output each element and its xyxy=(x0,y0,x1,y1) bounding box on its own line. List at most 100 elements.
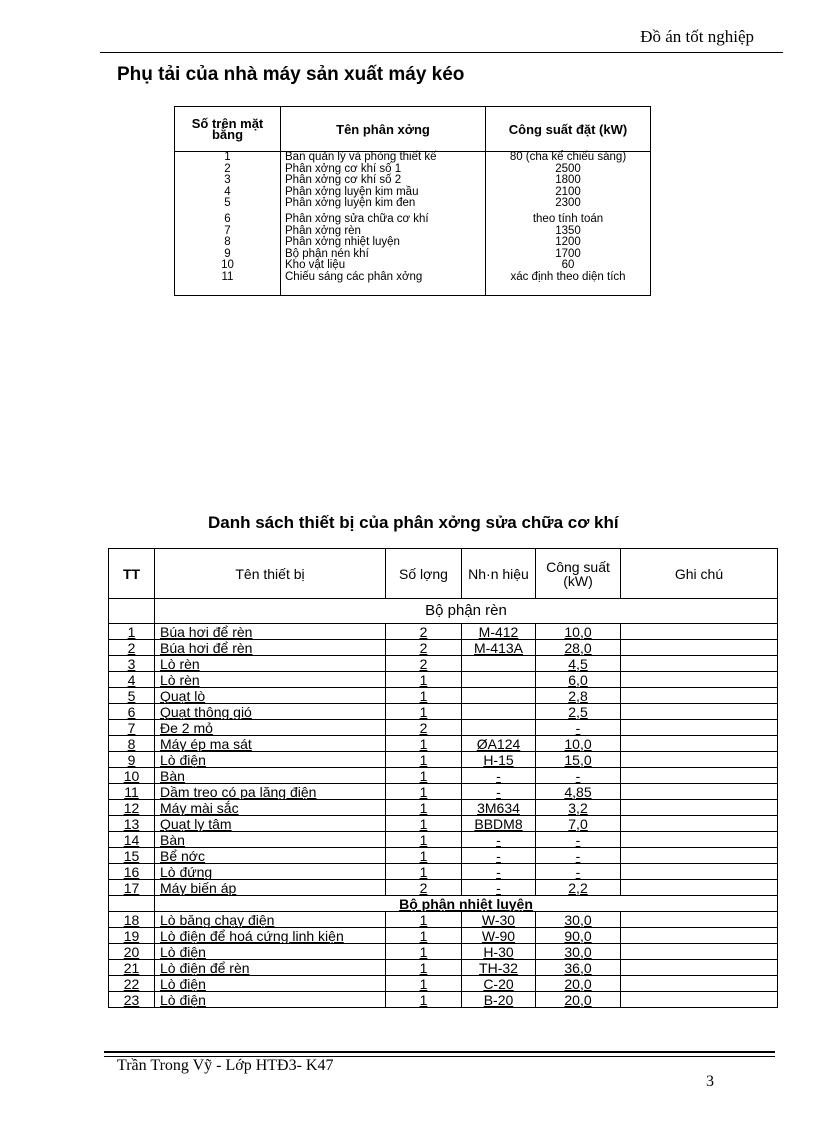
table-cell xyxy=(620,943,778,960)
table-row: 23 Lò điện 1 B-20 20,0 xyxy=(108,991,778,1008)
table-cell: 8 xyxy=(174,236,281,249)
table-row: 4 Phân xởng luyện kim mầu 2100 xyxy=(174,186,651,198)
table-cell: ØA124 xyxy=(461,735,536,752)
table-cell xyxy=(620,815,778,832)
table-cell: 4,85 xyxy=(535,783,621,800)
col-header: Ghi chú xyxy=(620,548,778,599)
table-cell: xác định theo diện tích xyxy=(485,271,651,283)
table-cell: Phân xởng nhiệt luyện xyxy=(280,236,486,249)
section1-title: Phụ tải của nhà máy sản xuất máy kéo xyxy=(117,64,465,85)
table-cell: 4,5 xyxy=(535,655,621,672)
table-cell: 1 xyxy=(385,815,462,832)
table-row: 10 Kho vật liệu 60 xyxy=(174,259,651,272)
table-row: 20 Lò điện 1 H-30 30,0 xyxy=(108,943,778,960)
table-cell: 2,5 xyxy=(535,703,621,720)
table-row: 19 Lò điện để hoá cứng linh kiện 1 W-90 90,0 xyxy=(108,927,778,944)
table-row: 7 Đe 2 mỏ 2 - xyxy=(108,719,778,736)
table-cell: 1350 xyxy=(485,225,651,237)
table-cell: 1 xyxy=(385,703,462,720)
table-cell: 7 xyxy=(174,225,281,237)
table-cell: Phân xởng rèn xyxy=(280,225,486,237)
table-cell xyxy=(461,671,536,688)
group-row: Bộ phận rèn xyxy=(108,598,778,624)
table-cell: 2,2 xyxy=(535,879,621,896)
table-row: 12 Máy mài sắc 1 3M634 3,2 xyxy=(108,799,778,816)
col-header: Tên thiết bị xyxy=(154,548,386,599)
table-cell: Lò băng chạy điện xyxy=(154,911,386,928)
table-cell: Máy mài sắc xyxy=(154,799,386,816)
table-cell: - xyxy=(461,879,536,896)
table-cell: 1700 xyxy=(485,248,651,260)
table-cell: Phân xởng luyện kim đen xyxy=(280,197,486,210)
table-cell: C-20 xyxy=(461,975,536,992)
table-cell: 1 xyxy=(385,767,462,784)
table-cell: Búa hơi để rèn xyxy=(154,623,386,640)
table-cell xyxy=(620,735,778,752)
table-cell: Lò rèn xyxy=(154,655,386,672)
table-cell: 20,0 xyxy=(535,975,621,992)
table-cell: 1800 xyxy=(485,174,651,187)
table-row: 6 Phân xởng sửa chữa cơ khí theo tính toán xyxy=(174,209,651,226)
table-cell: theo tính toán xyxy=(485,209,651,226)
table-cell xyxy=(620,655,778,672)
table-cell xyxy=(620,847,778,864)
table-cell: Phân xởng cơ khí số 1 xyxy=(280,163,486,175)
table-cell: 90,0 xyxy=(535,927,621,944)
table-cell: Lò điện xyxy=(154,751,386,768)
table-cell: Phân xởng cơ khí số 2 xyxy=(280,174,486,187)
col-header: Tên phân xởng xyxy=(280,106,486,152)
table-cell: 2 xyxy=(385,879,462,896)
table-cell: 10,0 xyxy=(535,623,621,640)
table-cell: 2,8 xyxy=(535,687,621,704)
table-cell: Lò điện để rèn xyxy=(154,959,386,976)
table-cell: Đe 2 mỏ xyxy=(154,719,386,736)
table-cell: 1 xyxy=(385,959,462,976)
table-cell: - xyxy=(535,719,621,736)
table-cell: 1 xyxy=(385,975,462,992)
table-cell: B-20 xyxy=(461,991,536,1008)
table-cell xyxy=(461,703,536,720)
table-cell: Lò đứng xyxy=(154,863,386,880)
table-cell xyxy=(620,975,778,992)
table-row: 16 Lò đứng 1- - xyxy=(108,863,778,880)
table-row: 6 Quạt thông gió 1 2,5 xyxy=(108,703,778,720)
table-row: 13 Quạt ly tâm 1 BBDM8 7,0 xyxy=(108,815,778,832)
table-cell: 1200 xyxy=(485,236,651,249)
table-cell: 21 xyxy=(108,959,155,976)
table-cell xyxy=(620,623,778,640)
table-cell: 30,0 xyxy=(535,911,621,928)
table-cell: Phân xởng sửa chữa cơ khí xyxy=(280,209,486,226)
table-cell: 3 xyxy=(174,174,281,187)
table-cell: 23 xyxy=(108,991,155,1008)
table-cell: W-90 xyxy=(461,927,536,944)
table-cell xyxy=(461,719,536,736)
table-cell: 10 xyxy=(108,767,155,784)
table-row: 5 Quạt lò 1 2,8 xyxy=(108,687,778,704)
table-cell: 2 xyxy=(385,719,462,736)
table-cell: 60 xyxy=(485,259,651,272)
table-cell: Lò rèn xyxy=(154,671,386,688)
table-cell: 1 xyxy=(385,735,462,752)
table-row: 10 Bàn 1- - xyxy=(108,767,778,784)
table-row: 7 Phân xởng rèn 1350 xyxy=(174,225,651,237)
table-cell: 1 xyxy=(385,991,462,1008)
table-cell: 28,0 xyxy=(535,639,621,656)
table-row: 2 Búa hơi để rèn 2 M-413A 28,0 xyxy=(108,639,778,656)
table-cell: 14 xyxy=(108,831,155,848)
table-cell: 2 xyxy=(385,639,462,656)
table-cell: - xyxy=(461,831,536,848)
table-cell: 7 xyxy=(108,719,155,736)
table-cell: 16 xyxy=(108,863,155,880)
table-cell: 2 xyxy=(108,639,155,656)
col-header: TT xyxy=(108,548,155,599)
table-cell: 9 xyxy=(174,248,281,260)
table-cell xyxy=(620,799,778,816)
table-cell: 2500 xyxy=(485,163,651,175)
table-cell: TH-32 xyxy=(461,959,536,976)
table-cell: W-30 xyxy=(461,911,536,928)
table-cell: 1 xyxy=(385,911,462,928)
table-cell xyxy=(620,767,778,784)
footer-author: Trần Trong Vỹ - Lớp HTĐ3- K47 xyxy=(117,1057,334,1074)
table-cell: - xyxy=(461,863,536,880)
